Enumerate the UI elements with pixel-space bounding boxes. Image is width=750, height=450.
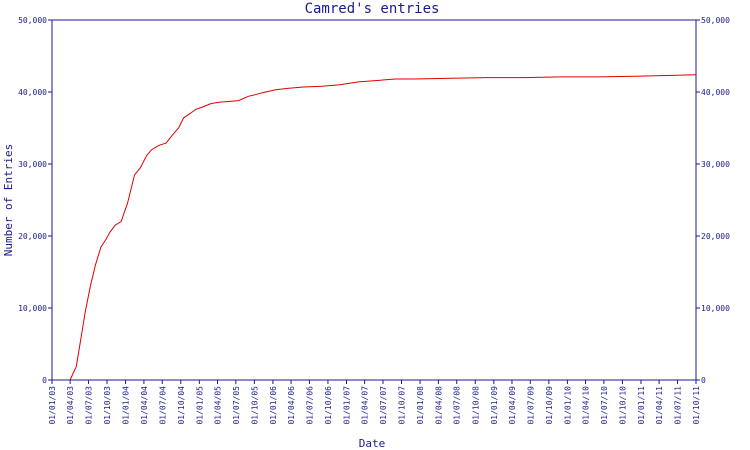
x-tick-label: 01/07/10 (600, 386, 609, 425)
x-tick-label: 01/10/09 (545, 386, 554, 425)
x-tick-label: 01/07/07 (379, 386, 388, 425)
x-tick-label: 01/07/11 (673, 386, 682, 425)
x-tick-label: 01/01/08 (416, 386, 425, 425)
y-tick-label-left: 0 (42, 376, 47, 385)
x-tick-label: 01/07/06 (305, 386, 314, 425)
x-tick-label: 01/04/11 (655, 386, 664, 425)
x-tick-label: 01/10/08 (471, 386, 480, 425)
x-tick-label: 01/01/06 (269, 386, 278, 425)
x-tick-label: 01/10/06 (324, 386, 333, 425)
x-tick-label: 01/04/10 (582, 386, 591, 425)
x-tick-label: 01/01/10 (563, 386, 572, 425)
x-tick-label: 01/10/10 (618, 386, 627, 425)
x-tick-label: 01/10/03 (103, 386, 112, 425)
x-tick-label: 01/04/03 (66, 386, 75, 425)
x-tick-label: 01/04/04 (140, 386, 149, 425)
y-tick-label-left: 10,000 (18, 304, 47, 313)
x-tick-label: 01/01/07 (342, 386, 351, 425)
y-axis: 0 0 10,000 10,000 20,000 20,000 30,000 30,000 40… (18, 16, 730, 385)
x-tick-label: 01/01/11 (637, 386, 646, 425)
x-tick-label: 01/10/11 (692, 386, 701, 425)
y-tick-label-left: 50,000 (18, 16, 47, 25)
y-tick-label-left: 20,000 (18, 232, 47, 241)
y-tick-label-right: 40,000 (701, 88, 730, 97)
x-tick-label: 01/01/09 (490, 386, 499, 425)
x-axis-label: Date (359, 437, 386, 450)
x-tick-label: 01/01/03 (48, 386, 57, 425)
x-axis: 01/01/03 01/04/03 01/07/03 01/10/03 01/01/04… (48, 380, 701, 425)
x-tick-label: 01/07/05 (232, 386, 241, 425)
y-tick-label-right: 50,000 (701, 16, 730, 25)
x-tick-label: 01/04/07 (361, 386, 370, 425)
x-tick-label: 01/04/08 (434, 386, 443, 425)
x-tick-label: 01/10/04 (177, 386, 186, 425)
x-tick-label: 01/07/04 (158, 386, 167, 425)
series-line (69, 74, 697, 381)
y-tick-label-right: 0 (701, 376, 706, 385)
x-tick-label: 01/01/04 (122, 386, 131, 425)
plot-frame (51, 19, 697, 381)
chart-title: Camred's entries (305, 1, 440, 17)
x-tick-label: 01/10/05 (250, 386, 259, 425)
x-tick-label: 01/10/07 (398, 386, 407, 425)
x-tick-label: 01/07/08 (453, 386, 462, 425)
y-tick-label-right: 30,000 (701, 160, 730, 169)
y-axis-label: Number of Entries (2, 144, 15, 257)
y-tick-label-right: 20,000 (701, 232, 730, 241)
x-tick-label: 01/01/05 (195, 386, 204, 425)
x-tick-label: 01/07/03 (84, 386, 93, 425)
x-tick-label: 01/04/09 (508, 386, 517, 425)
x-tick-label: 01/04/05 (213, 386, 222, 425)
y-tick-label-right: 10,000 (701, 304, 730, 313)
x-tick-label: 01/07/09 (526, 386, 535, 425)
y-tick-label-left: 40,000 (18, 88, 47, 97)
y-tick-label-left: 30,000 (18, 160, 47, 169)
x-tick-label: 01/04/06 (287, 386, 296, 425)
